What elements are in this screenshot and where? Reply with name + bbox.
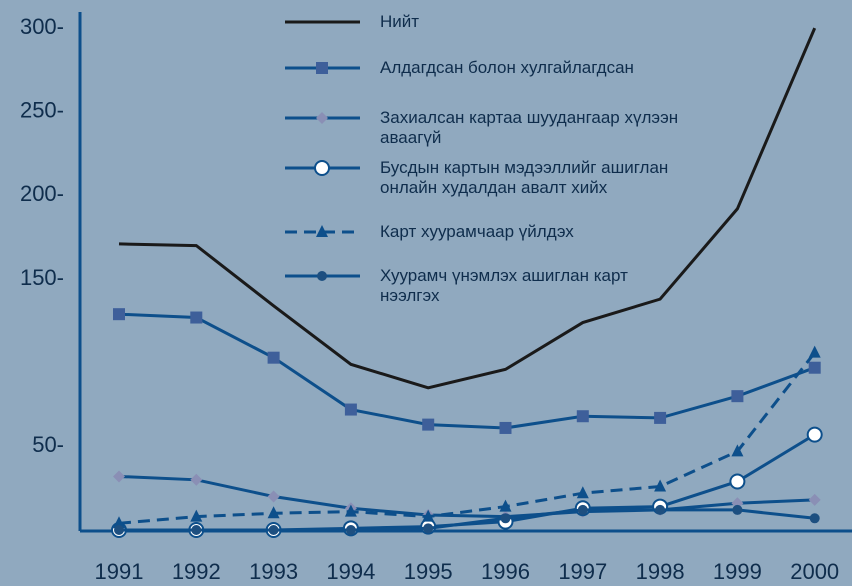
marker [190,311,203,324]
legend-label: Карт хуурамчаар үйлдэх [380,222,574,241]
legend-marker [314,160,330,176]
x-tick-label: 1991 [95,559,144,584]
marker [499,499,512,512]
marker [808,361,821,374]
y-tick-label: 200- [20,181,64,206]
marker [113,516,125,529]
marker [423,523,434,534]
series-line [119,508,815,532]
marker [729,473,746,490]
x-tick-label: 2000 [790,559,839,584]
marker [267,490,280,503]
marker [422,418,435,431]
marker [344,403,357,416]
y-tick-label: 250- [20,98,64,123]
legend-marker [316,225,328,237]
marker [344,504,357,517]
marker [345,525,356,535]
marker [732,504,743,515]
marker [267,506,280,519]
marker [576,410,589,423]
x-tick-label: 1999 [713,559,762,584]
marker [113,470,125,483]
marker [113,308,125,321]
marker [576,486,589,499]
x-tick-label: 1993 [249,559,298,584]
legend-marker [317,271,327,281]
legend-label: Нийт [380,12,420,31]
y-tick-label: 50- [32,432,64,457]
marker [268,525,279,535]
legend-label: Хуурамч үнэмлэх ашиглан карт нээлгэх [380,266,628,305]
x-tick-label: 1998 [636,559,685,584]
legend-marker [316,62,328,74]
marker [731,390,744,403]
marker [190,473,203,486]
marker [808,345,821,358]
marker [422,509,435,522]
y-tick-label: 150- [20,265,64,290]
legend-label: Алдагдсан болон хулгайлагдсан [380,58,634,77]
x-tick-label: 1997 [558,559,607,584]
series-line [118,27,817,390]
legend-marker [316,112,328,124]
marker [499,421,512,434]
legend-label: Захиалсан картаа шуудангаар хүлээн авааг… [380,108,679,147]
legend-label: Бусдын картын мэдээллийг ашиглан онлайн … [380,158,669,197]
marker [809,513,820,524]
marker [500,513,511,524]
x-tick-label: 1996 [481,559,530,584]
series-line [118,312,816,430]
marker [191,525,202,535]
x-tick-label: 1994 [326,559,375,584]
x-tick-label: 1995 [404,559,453,584]
marker [806,426,823,443]
marker [808,493,821,506]
marker [654,411,667,424]
marker [731,444,744,457]
series-line [118,474,815,519]
marker [267,351,280,364]
marker [190,509,203,522]
marker [654,479,667,492]
y-tick-label: 300- [20,14,64,39]
x-tick-label: 1992 [172,559,221,584]
marker [655,504,666,515]
marker [577,504,588,515]
series-line [118,351,816,525]
marker [114,525,124,535]
